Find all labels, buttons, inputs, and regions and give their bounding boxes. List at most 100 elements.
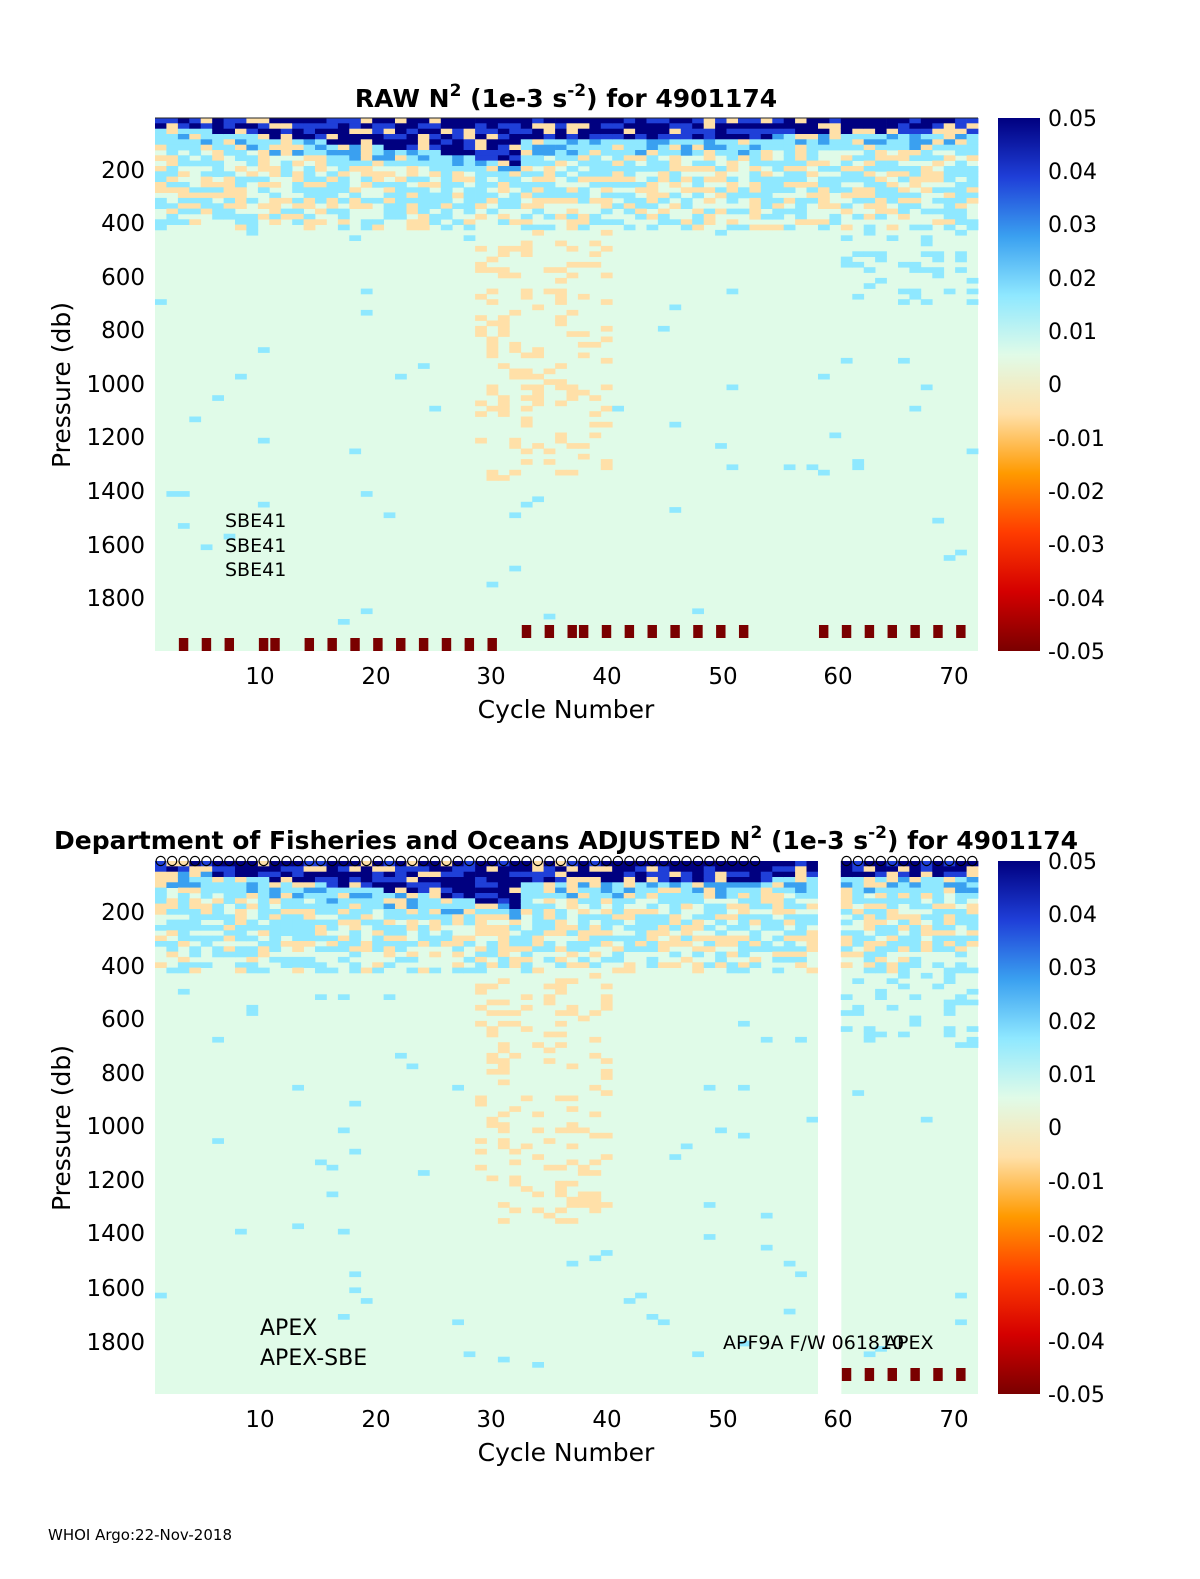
heatmap-cell xyxy=(852,123,865,129)
heatmap-cell xyxy=(932,272,945,279)
qc-circle-marker xyxy=(361,855,372,867)
heatmap-cell xyxy=(497,203,510,209)
heatmap-cell xyxy=(920,118,933,124)
heatmap-cell xyxy=(680,1143,693,1150)
heatmap-cell xyxy=(955,994,967,1000)
heatmap-cell xyxy=(646,903,659,910)
heatmap-cell xyxy=(543,925,556,931)
heatmap-cell xyxy=(269,909,282,915)
heatmap-cell xyxy=(212,187,224,193)
heatmap-cell xyxy=(303,203,316,209)
heatmap-cell xyxy=(383,930,396,936)
heatmap-cell xyxy=(612,150,624,156)
heatmap-cell xyxy=(863,128,876,135)
heatmap-cell xyxy=(292,171,304,177)
heatmap-cell xyxy=(543,448,556,455)
heatmap-cell xyxy=(818,192,830,199)
heatmap-cell xyxy=(292,123,304,129)
heatmap-cell xyxy=(715,144,727,151)
heatmap-cell xyxy=(898,171,910,177)
heatmap-cell xyxy=(440,123,453,129)
heatmap-cell xyxy=(520,128,533,135)
heatmap-cell xyxy=(395,144,407,151)
heatmap-cell xyxy=(806,464,819,471)
heatmap-cell xyxy=(875,256,887,263)
heatmap-cell xyxy=(657,160,670,167)
heatmap-cell xyxy=(692,861,704,867)
heatmap-cell xyxy=(200,861,213,867)
heatmap-cell xyxy=(509,893,522,899)
heatmap-cell xyxy=(292,866,304,872)
heatmap-cell xyxy=(955,219,967,225)
heatmap-cell xyxy=(875,176,887,183)
heatmap-cell xyxy=(920,972,933,979)
heatmap-cell xyxy=(463,176,476,183)
heatmap-cell xyxy=(223,150,236,156)
heatmap-cell xyxy=(955,866,967,872)
heatmap-cell xyxy=(600,930,613,936)
heatmap-cell xyxy=(509,155,522,161)
heatmap-cell xyxy=(497,935,510,942)
heatmap-cell xyxy=(898,898,910,904)
heatmap-cell xyxy=(795,128,807,135)
heatmap-cell xyxy=(783,182,796,188)
heatmap-cell xyxy=(360,144,373,151)
heatmap-cell xyxy=(166,155,179,161)
heatmap-cell xyxy=(589,1111,602,1118)
heatmap-cell xyxy=(509,882,522,888)
heatmap-cell xyxy=(715,941,727,947)
heatmap-cell xyxy=(577,946,590,952)
heatmap-cell xyxy=(486,1052,499,1059)
heatmap-cell xyxy=(497,197,510,204)
heatmap-cell xyxy=(623,203,636,209)
heatmap-cell xyxy=(326,187,339,193)
heatmap-cell xyxy=(783,882,796,888)
heatmap-cell xyxy=(589,1036,602,1043)
heatmap-cell xyxy=(497,139,510,145)
heatmap-cell xyxy=(223,898,236,904)
heatmap-cell xyxy=(292,182,304,188)
heatmap-cell xyxy=(486,288,499,295)
heatmap-cell xyxy=(406,951,419,958)
heatmap-cell xyxy=(166,123,179,129)
heatmap-cell xyxy=(898,956,910,963)
heatmap-cell xyxy=(932,160,945,167)
heatmap-cell xyxy=(475,245,487,252)
heatmap-cell xyxy=(269,919,282,926)
heatmap-cell xyxy=(349,448,362,455)
qc-circle-marker xyxy=(452,855,464,867)
heatmap-cell xyxy=(703,887,716,894)
heatmap-cell xyxy=(955,935,967,942)
heatmap-cell xyxy=(806,182,819,188)
heatmap-cell xyxy=(886,134,899,140)
heatmap-cell xyxy=(463,919,476,926)
heatmap-cell xyxy=(875,187,887,193)
heatmap-cell xyxy=(703,871,716,878)
heatmap-cell xyxy=(269,118,282,124)
heatmap-cell xyxy=(966,909,979,915)
heatmap-cell xyxy=(829,144,842,151)
y-tick-label: 800 xyxy=(101,1061,145,1087)
heatmap-cell xyxy=(532,123,544,129)
heatmap-cell xyxy=(406,909,419,915)
heatmap-cell xyxy=(566,871,579,878)
heatmap-cell xyxy=(497,400,510,407)
heatmap-cell xyxy=(692,150,704,156)
heatmap-cell xyxy=(726,866,739,872)
heatmap-cell xyxy=(760,946,773,952)
heatmap-cell xyxy=(943,208,956,215)
heatmap-cell xyxy=(898,128,910,135)
heatmap-cell xyxy=(829,187,842,193)
heatmap-cell xyxy=(680,956,693,963)
heatmap-cell xyxy=(452,967,464,974)
heatmap-cell xyxy=(337,887,350,894)
heatmap-cell xyxy=(509,909,522,915)
heatmap-cell xyxy=(863,176,876,183)
heatmap-cell xyxy=(646,861,659,867)
heatmap-cell xyxy=(383,866,396,872)
heatmap-cell xyxy=(703,962,716,968)
heatmap-cell xyxy=(155,909,167,915)
heatmap-cell xyxy=(475,1100,487,1107)
heatmap-cell xyxy=(543,171,556,177)
heatmap-cell xyxy=(475,325,487,332)
